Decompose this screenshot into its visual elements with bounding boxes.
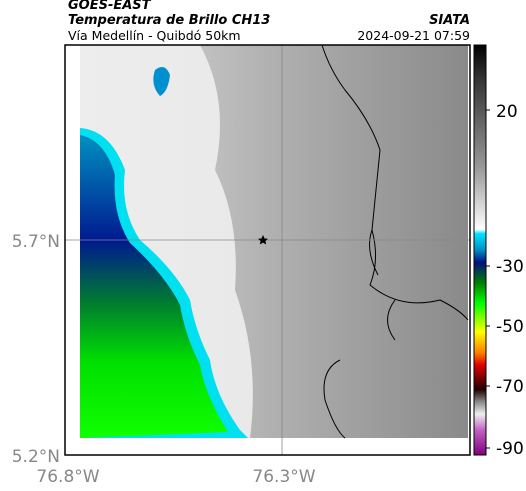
map-frame [64,44,471,456]
border-lines [321,44,469,439]
title: GOES-EAST [68,0,152,13]
source: SIATA [429,13,470,28]
lon-label: 76.8°W [36,467,99,487]
lon-label: 76.3°W [252,467,315,487]
region: Vía Medellín - Quibdó 50km [68,28,241,43]
location-marker [258,235,268,245]
cold-spot [153,66,170,96]
satellite-image [64,44,471,456]
lat-label: 5.7°N [12,232,60,252]
colorbar-label: -70 [496,377,524,397]
colorbar-label: -30 [496,257,524,277]
colorbar-scale [473,44,487,456]
colorbar: 20 -30 -50 -70 -90 [473,44,524,459]
cold-clouds [80,135,228,438]
subtitle: Temperatura de Brillo CH13 [68,13,270,28]
colorbar-label: -90 [496,439,524,459]
lat-label: 5.2°N [12,447,60,467]
colorbar-label: 20 [496,102,518,122]
colorbar-label: -50 [496,317,524,337]
timestamp: 2024-09-21 07:59 [357,28,470,43]
